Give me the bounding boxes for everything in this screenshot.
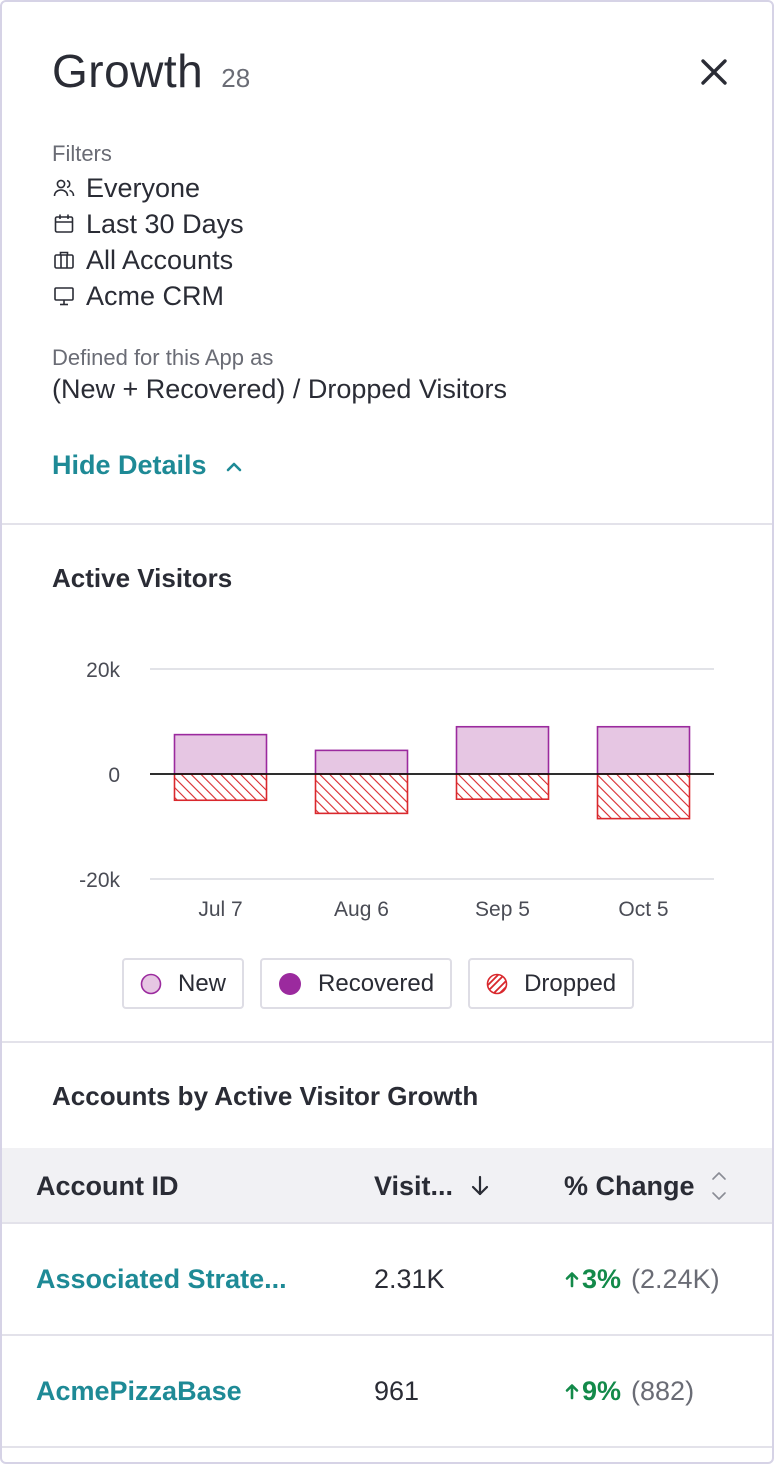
hide-details-label: Hide Details (52, 450, 207, 480)
briefcase-icon (54, 251, 74, 269)
visitors-value: 2.31K (374, 1263, 445, 1294)
y-tick-label: -20k (79, 869, 120, 892)
bar-dropped (596, 773, 691, 820)
column-header-visitors[interactable]: Visit... (374, 1148, 493, 1224)
legend-new[interactable]: New (122, 958, 245, 1009)
change-percent: 9% (582, 1375, 622, 1406)
previous-value: (2.24K) (631, 1263, 720, 1294)
column-visitors-label: Visit... (374, 1170, 454, 1201)
close-icon (701, 59, 727, 85)
page-title: Growth (52, 45, 204, 97)
bar-new (314, 749, 409, 775)
filter-date-label: Last 30 Days (86, 208, 244, 239)
sort-toggle-icon (711, 1172, 726, 1200)
section-divider (2, 1041, 772, 1043)
bar-dropped (173, 773, 268, 802)
account-link[interactable]: Associated Strate... (36, 1263, 287, 1294)
accounts-section-title: Accounts by Active Visitor Growth (52, 1081, 479, 1111)
legend-recovered[interactable]: Recovered (260, 958, 453, 1009)
legend-new-label: New (178, 969, 227, 997)
arrow-up-icon (565, 1384, 579, 1400)
column-header-change[interactable]: % Change (564, 1148, 729, 1224)
filter-accounts: All Accounts (52, 242, 244, 278)
y-tick-label: 20k (86, 659, 120, 682)
filters-label: Filters (52, 141, 112, 166)
definition-formula: (New + Recovered) / Dropped Visitors (52, 374, 507, 404)
x-tick-label: Aug 6 (334, 898, 389, 921)
dropped-swatch-icon (486, 973, 508, 994)
account-link[interactable]: AcmePizzaBase (36, 1375, 242, 1406)
definition-label: Defined for this App as (52, 345, 274, 370)
calendar-icon (54, 214, 74, 233)
x-tick-label: Sep 5 (475, 898, 530, 921)
legend-dropped[interactable]: Dropped (468, 958, 635, 1009)
table-row[interactable]: Associated Strate... 2.31K 3% (2.24K) (2, 1224, 772, 1336)
recovered-swatch-icon (279, 972, 302, 995)
active-visitors-title: Active Visitors (52, 563, 233, 593)
bar-new (455, 725, 550, 775)
bar-dropped (314, 773, 409, 815)
chevron-up-icon (226, 462, 241, 471)
column-change-label: % Change (564, 1170, 695, 1201)
sort-descending-icon (471, 1175, 489, 1196)
column-header-account-id[interactable]: Account ID (36, 1148, 179, 1224)
visitors-value: 961 (374, 1375, 420, 1406)
monitor-icon (54, 287, 74, 306)
legend-dropped-label: Dropped (524, 969, 617, 997)
filter-list: Everyone Last 30 Days All Accounts (52, 170, 244, 314)
filter-app-label: Acme CRM (86, 280, 225, 311)
filter-segment-label: Everyone (86, 172, 201, 203)
panel-header: Growth 28 (52, 44, 250, 98)
y-tick-label: 0 (108, 764, 120, 787)
table-header: Account ID Visit... % Change (2, 1148, 772, 1224)
legend-recovered-label: Recovered (318, 969, 435, 997)
filter-segment: Everyone (52, 170, 244, 206)
arrow-up-icon (565, 1272, 579, 1288)
filter-app: Acme CRM (52, 278, 244, 314)
column-account-id-label: Account ID (36, 1170, 179, 1201)
active-visitors-chart: 20k 0 -20k Jul 7 Aug 6 Sep 5 Oct 5 (79, 659, 714, 921)
x-tick-label: Jul 7 (198, 898, 242, 921)
close-button[interactable] (696, 54, 732, 90)
change-cell: 3% (2.24K) (564, 1224, 720, 1334)
filter-date-range: Last 30 Days (52, 206, 244, 242)
x-tick-label: Oct 5 (618, 898, 668, 921)
bar-new (173, 733, 268, 775)
metric-count: 28 (221, 63, 251, 93)
previous-value: (882) (631, 1375, 695, 1406)
bar-new (596, 725, 691, 775)
users-icon (53, 179, 75, 197)
hide-details-button[interactable]: Hide Details (52, 450, 243, 481)
bar-dropped (455, 773, 550, 801)
chart-legend: New Recovered (122, 958, 650, 1009)
change-percent: 3% (582, 1263, 622, 1294)
change-cell: 9% (882) (564, 1336, 694, 1446)
filter-accounts-label: All Accounts (86, 244, 234, 275)
section-divider (2, 523, 772, 525)
table-row[interactable]: AcmePizzaBase 961 9% (882) (2, 1336, 772, 1448)
new-swatch-icon (140, 973, 162, 994)
